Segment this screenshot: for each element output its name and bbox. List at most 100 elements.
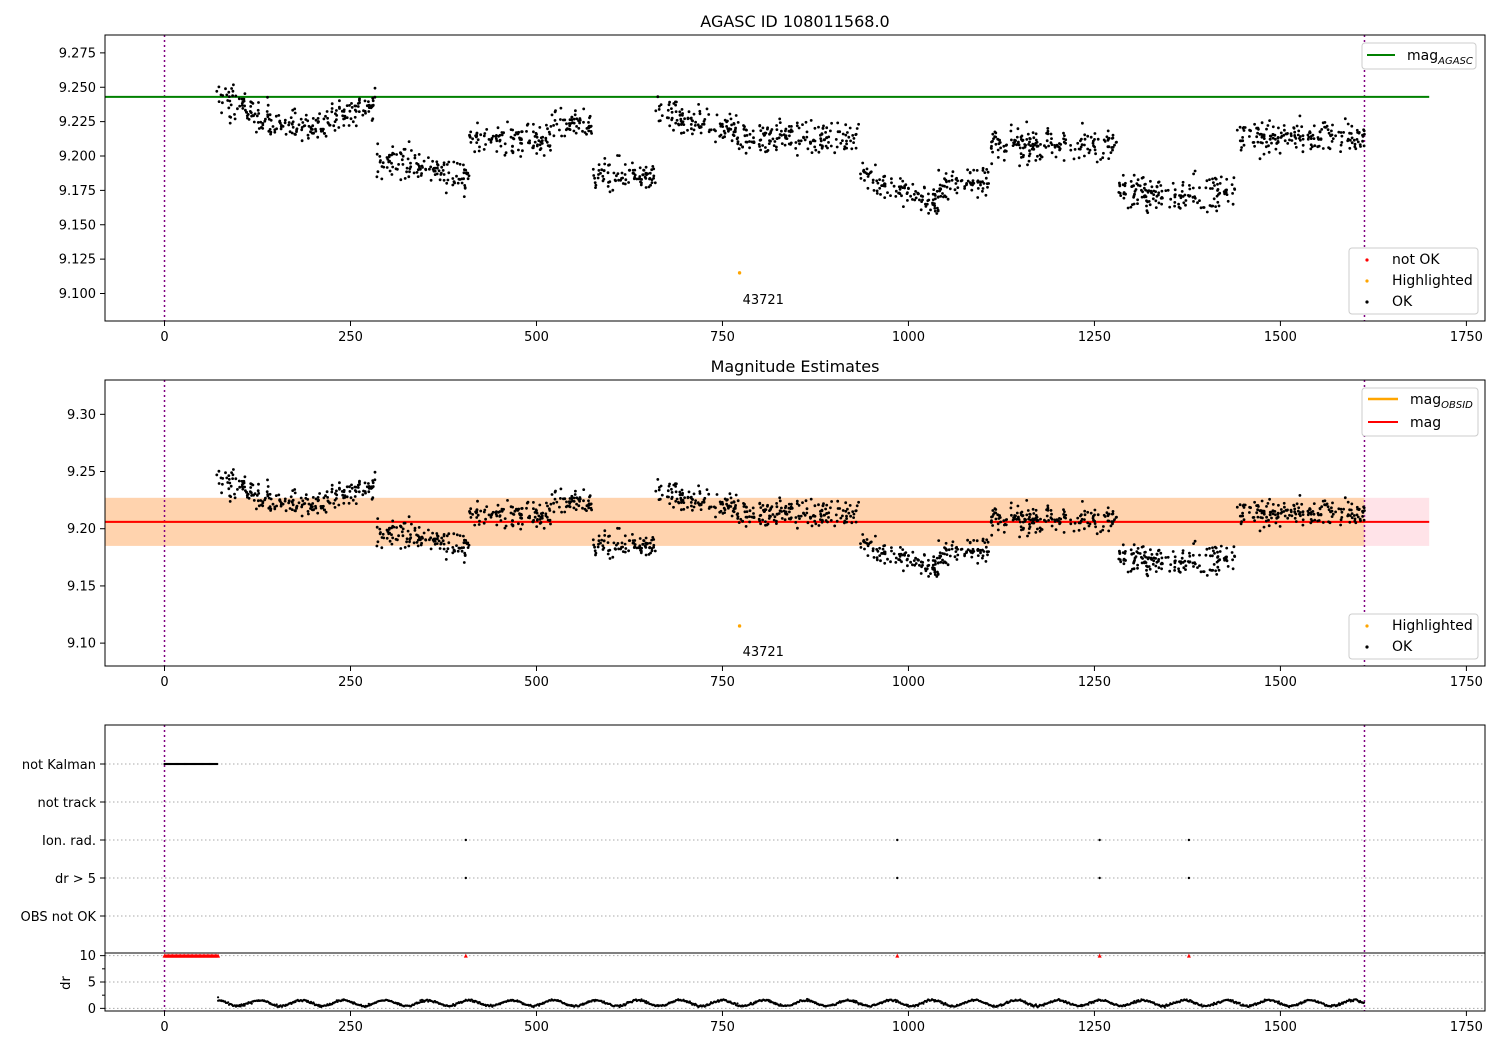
- ok-point: [1031, 131, 1035, 135]
- ok-point: [775, 148, 778, 152]
- ok-point: [316, 120, 320, 123]
- ok-point: [596, 176, 600, 180]
- ok-point: [1283, 128, 1286, 132]
- ok-point: [476, 121, 479, 125]
- ok-point: [416, 168, 420, 172]
- ok-point: [935, 575, 939, 578]
- ok-point: [614, 179, 617, 183]
- ok-point: [274, 494, 278, 497]
- ok-point: [933, 573, 937, 576]
- ok-point: [972, 539, 976, 542]
- ok-point: [941, 558, 944, 562]
- ok-point: [687, 110, 691, 114]
- ok-point: [648, 546, 651, 550]
- ok-point: [1350, 136, 1354, 140]
- ok-point: [1160, 556, 1164, 560]
- ok-point: [1238, 125, 1242, 129]
- ok-point: [233, 492, 236, 496]
- ok-point: [1064, 138, 1068, 142]
- ok-point: [483, 132, 487, 135]
- ok-point: [307, 502, 311, 506]
- ok-point: [1348, 131, 1351, 135]
- ok-point: [1119, 194, 1123, 198]
- ok-point: [1213, 184, 1216, 187]
- ok-point: [682, 501, 686, 504]
- ok-point: [1126, 570, 1130, 574]
- ok-point: [1122, 191, 1126, 194]
- ok-point: [261, 500, 265, 503]
- ok-point: [616, 542, 620, 545]
- ok-point: [573, 493, 577, 496]
- ok-point: [766, 149, 770, 152]
- ok-point: [1083, 513, 1087, 517]
- ok-point: [1348, 146, 1352, 150]
- ok-point: [691, 508, 694, 512]
- ok-point: [733, 505, 737, 509]
- ok-point: [942, 195, 945, 199]
- ok-point: [871, 549, 875, 553]
- x-tick-label: 250: [338, 1020, 363, 1035]
- ok-point: [1261, 141, 1264, 145]
- highlighted-label: 43721: [743, 293, 784, 308]
- ok-point: [665, 116, 669, 120]
- ok-point: [1184, 203, 1187, 207]
- ok-point: [1124, 181, 1127, 185]
- ok-point: [846, 131, 849, 134]
- ok-point: [266, 485, 270, 488]
- ok-point: [388, 539, 392, 543]
- ok-point: [424, 538, 428, 542]
- ok-point: [364, 491, 367, 495]
- ok-point: [761, 126, 765, 130]
- ok-point: [1080, 137, 1083, 141]
- ok-point: [796, 154, 799, 157]
- ok-point: [1271, 136, 1275, 140]
- ok-point: [1211, 554, 1214, 558]
- ok-point: [1233, 188, 1237, 191]
- ok-point: [857, 122, 860, 126]
- ok-point: [577, 504, 581, 508]
- y-tick-label: 9.125: [59, 253, 96, 268]
- ok-point: [790, 502, 793, 506]
- ok-point: [698, 109, 702, 113]
- ok-point: [458, 162, 462, 166]
- ok-point: [620, 545, 623, 549]
- ok-point: [243, 92, 247, 95]
- ok-point: [299, 496, 303, 500]
- ok-point: [939, 560, 943, 564]
- ok-point: [291, 125, 295, 129]
- y-tick-label: 9.30: [67, 408, 96, 423]
- ok-point: [1309, 518, 1313, 521]
- ok-point: [1173, 204, 1176, 208]
- ok-point: [1069, 518, 1072, 522]
- ok-point: [678, 113, 682, 117]
- ok-point: [718, 122, 722, 126]
- ok-point: [1346, 139, 1350, 143]
- ok-point: [363, 99, 367, 103]
- ok-point: [640, 178, 643, 181]
- ok-point: [361, 493, 365, 497]
- ok-point: [1282, 133, 1286, 137]
- ok-point: [1083, 509, 1087, 513]
- ok-point: [1216, 182, 1219, 186]
- ok-point: [670, 107, 673, 110]
- ok-point: [440, 165, 444, 169]
- ok-point: [1062, 137, 1065, 141]
- ok-point: [257, 482, 260, 486]
- ok-point: [316, 498, 320, 502]
- ok-point: [1290, 139, 1294, 142]
- ok-point: [460, 181, 464, 185]
- ok-point: [300, 514, 304, 518]
- ok-point: [728, 112, 732, 116]
- ok-point: [1326, 505, 1330, 509]
- dr-clipped-marker: [463, 953, 468, 958]
- ok-point: [775, 505, 779, 509]
- ok-point: [432, 169, 436, 173]
- ok-point: [714, 129, 717, 133]
- ok-point: [322, 117, 326, 121]
- ok-point: [215, 89, 219, 93]
- ok-point: [1184, 564, 1188, 568]
- ok-point: [773, 515, 777, 519]
- y-tick-label: 9.10: [67, 637, 96, 652]
- ok-point: [431, 531, 434, 535]
